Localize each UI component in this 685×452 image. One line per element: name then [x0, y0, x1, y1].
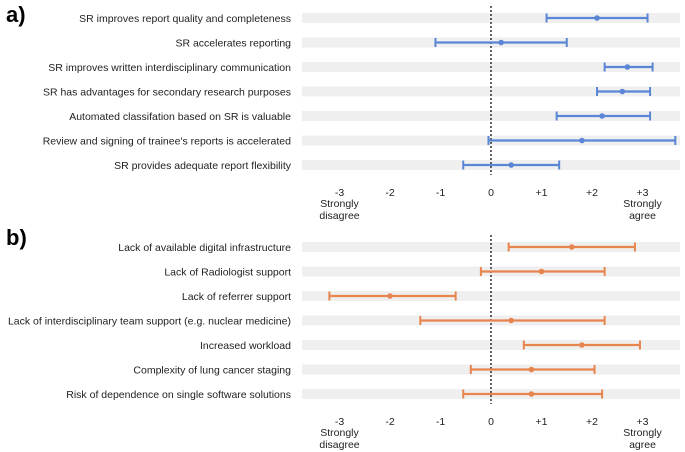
- panel-a: a) SR improves report quality and complet…: [6, 2, 680, 222]
- mean-point: [538, 268, 545, 275]
- mean-point: [498, 39, 504, 46]
- item-label: Automated classifation based on SR is va…: [69, 111, 291, 123]
- x-tick-label: -3: [335, 187, 344, 199]
- x-tick-label: +1: [536, 416, 548, 428]
- item-label: SR improves written interdisciplinary co…: [48, 62, 291, 74]
- mean-point: [387, 293, 393, 299]
- strongly-agree-label: Strongly: [623, 427, 662, 439]
- x-tick-label: -2: [385, 187, 394, 199]
- mean-point: [579, 137, 585, 144]
- item-label: Risk of dependence on single software so…: [66, 389, 291, 401]
- item-label: Increased workload: [200, 340, 291, 352]
- x-tick-label: -2: [385, 416, 394, 428]
- item-label: Complexity of lung cancer staging: [133, 364, 291, 376]
- item-label: SR accelerates reporting: [175, 37, 291, 49]
- x-tick-label: -1: [436, 187, 445, 199]
- x-tick-label: -3: [335, 416, 344, 428]
- strongly-disagree-label: disagree: [319, 210, 359, 222]
- x-tick-label: +1: [536, 187, 548, 199]
- mean-point: [528, 391, 535, 397]
- item-label: Review and signing of trainee's reports …: [43, 135, 291, 147]
- mean-point: [619, 88, 626, 95]
- x-tick-label: +2: [586, 187, 598, 199]
- strongly-disagree-label: Strongly: [320, 427, 359, 439]
- mean-point: [599, 113, 605, 119]
- mean-point: [594, 15, 600, 21]
- panel-label: a): [6, 2, 26, 27]
- item-label: Lack of available digital infrastructure: [118, 242, 291, 254]
- x-tick-label: +3: [637, 416, 649, 428]
- strongly-disagree-label: disagree: [319, 439, 359, 451]
- x-tick-label: -1: [436, 416, 445, 428]
- item-label: Lack of Radiologist support: [164, 266, 291, 278]
- item-label: Lack of interdisciplinary team support (…: [8, 315, 291, 327]
- item-label: SR provides adequate report flexibility: [114, 160, 292, 172]
- mean-point: [508, 162, 514, 168]
- mean-point: [624, 64, 631, 70]
- mean-point: [508, 317, 514, 324]
- mean-point: [579, 342, 585, 348]
- strongly-agree-label: agree: [629, 210, 656, 222]
- strongly-agree-label: Strongly: [623, 198, 662, 210]
- x-tick-label: +3: [637, 187, 649, 199]
- item-label: Lack of referrer support: [182, 291, 291, 303]
- mean-point: [569, 244, 575, 250]
- x-tick-label: +2: [586, 416, 598, 428]
- strongly-agree-label: agree: [629, 439, 656, 451]
- x-tick-label: 0: [488, 187, 494, 199]
- item-label: SR has advantages for secondary research…: [43, 86, 291, 98]
- panel-b: b) Lack of available digital infrastructu…: [6, 225, 680, 451]
- item-label: SR improves report quality and completen…: [79, 13, 291, 25]
- x-tick-label: 0: [488, 416, 494, 428]
- strongly-disagree-label: Strongly: [320, 198, 359, 210]
- mean-point: [528, 366, 535, 373]
- panel-label: b): [6, 225, 27, 250]
